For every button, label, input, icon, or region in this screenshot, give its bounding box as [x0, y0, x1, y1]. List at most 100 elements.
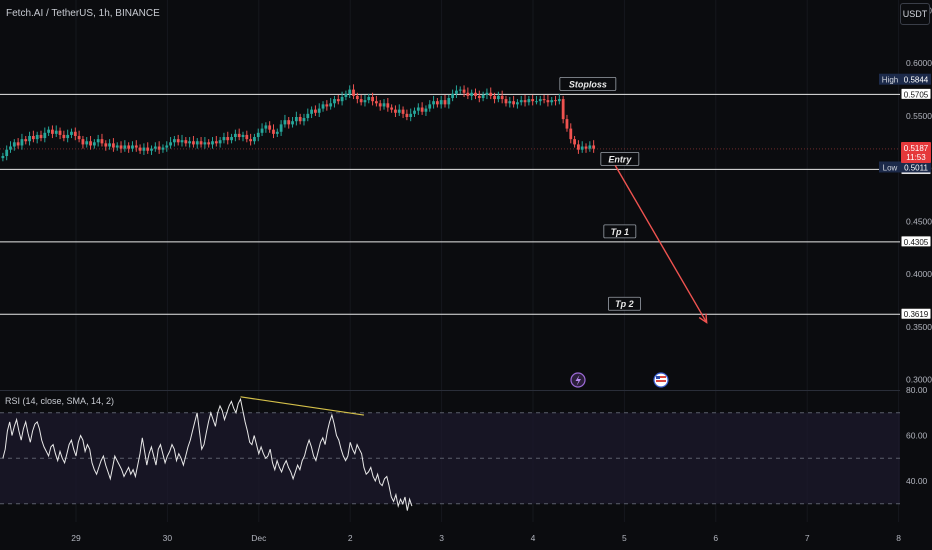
- candle-128: [489, 87, 493, 100]
- candle-body-77: [294, 117, 298, 122]
- candle-121: [462, 85, 466, 97]
- candle-4: [16, 138, 20, 149]
- candle-body-23: [89, 141, 92, 146]
- candle-54: [207, 139, 211, 148]
- candle-body-53: [203, 142, 207, 145]
- candle-body-13: [51, 129, 54, 134]
- candle-body-123: [470, 92, 474, 96]
- candle-body-138: [527, 99, 531, 103]
- candle-body-11: [43, 132, 47, 139]
- candle-8: [31, 130, 35, 143]
- candle-136: [519, 95, 523, 106]
- candle-body-6: [24, 139, 28, 142]
- candle-122: [466, 87, 470, 100]
- currency-button[interactable]: USDT: [900, 3, 930, 25]
- candle-77: [294, 111, 298, 126]
- candle-115: [439, 95, 443, 109]
- candle-39: [150, 145, 153, 155]
- candle-120: [458, 86, 462, 94]
- low-value: 0.5011: [904, 163, 928, 172]
- candle-body-87: [333, 99, 336, 104]
- candle-143: [546, 94, 550, 107]
- candle-body-8: [31, 135, 35, 140]
- candle-body-124: [474, 92, 477, 96]
- candle-56: [214, 135, 218, 147]
- candle-body-10: [39, 134, 43, 139]
- candle-149: [569, 123, 573, 144]
- event-icons: [570, 372, 669, 388]
- candle-68: [260, 123, 264, 136]
- candle-body-9: [35, 134, 39, 140]
- candle-body-33: [127, 145, 131, 149]
- time-tick-6: 5: [622, 533, 627, 543]
- candle-133: [508, 96, 512, 108]
- symbol-title[interactable]: Fetch.AI / TetherUS, 1h, BINANCE: [6, 8, 160, 19]
- candle-body-85: [325, 104, 329, 107]
- candle-body-96: [367, 96, 371, 101]
- candle-81: [310, 106, 314, 119]
- candle-63: [241, 131, 245, 142]
- candle-body-100: [382, 103, 386, 107]
- candle-body-82: [314, 109, 317, 113]
- candle-5: [20, 133, 24, 150]
- candle-body-92: [352, 89, 355, 96]
- time-tick-7: 6: [713, 533, 718, 543]
- candle-body-49: [188, 141, 192, 144]
- candle-90: [344, 90, 348, 101]
- candle-body-46: [176, 139, 180, 143]
- candle-138: [527, 95, 531, 106]
- candle-body-32: [123, 145, 127, 149]
- candle-body-20: [77, 135, 81, 140]
- candle-145: [554, 95, 557, 106]
- candle-148: [565, 114, 569, 132]
- candle-151: [576, 140, 580, 154]
- level-tag-2: 0.4305: [904, 238, 929, 247]
- candle-37: [142, 143, 146, 155]
- current-price: 0.5187: [904, 144, 929, 153]
- candle-58: [222, 132, 226, 144]
- time-tick-5: 4: [531, 533, 536, 543]
- high-label-box: [879, 73, 901, 85]
- candle-body-120: [458, 89, 462, 91]
- time-tick-9: 8: [896, 533, 901, 543]
- candle-50: [192, 135, 195, 148]
- rsi-title[interactable]: RSI (14, close, SMA, 14, 2): [5, 396, 115, 406]
- low-value-box: [901, 161, 931, 173]
- level-tag-0-box: [900, 87, 932, 100]
- candle-27: [104, 140, 108, 151]
- candle-body-80: [306, 113, 310, 119]
- candle-144: [550, 96, 554, 106]
- candle-92: [352, 84, 355, 100]
- candle-body-95: [363, 100, 367, 103]
- candle-73: [279, 120, 283, 136]
- candle-59: [226, 131, 230, 145]
- candle-101: [386, 98, 390, 112]
- candle-body-117: [447, 98, 451, 105]
- candle-body-36: [138, 147, 142, 151]
- event-flag-icon[interactable]: [653, 372, 669, 388]
- event-lightning-icon[interactable]: [570, 372, 586, 388]
- candle-body-141: [538, 99, 542, 102]
- price-tick-7: 0.3000: [906, 374, 932, 384]
- candle-body-40: [153, 146, 157, 149]
- candle-69: [264, 122, 268, 133]
- candle-31: [119, 141, 123, 153]
- candle-64: [245, 130, 249, 143]
- candle-118: [451, 89, 455, 102]
- candle-112: [428, 100, 432, 112]
- price-tick-2: 0.5500: [906, 111, 932, 121]
- candle-75: [287, 117, 291, 129]
- divergence-line: [240, 396, 364, 416]
- candle-body-133: [508, 101, 512, 104]
- time-axis[interactable]: 29 30 Dec 2 3 4 5 6 7 8: [71, 533, 901, 543]
- level-label-box-2: [603, 224, 637, 239]
- candle-134: [512, 95, 516, 108]
- candle-body-79: [302, 118, 306, 122]
- candle-38: [146, 142, 150, 154]
- candle-body-112: [428, 104, 432, 109]
- candle-body-146: [557, 99, 561, 102]
- candle-body-26: [100, 139, 104, 144]
- candle-114: [435, 98, 439, 108]
- candle-61: [233, 129, 237, 142]
